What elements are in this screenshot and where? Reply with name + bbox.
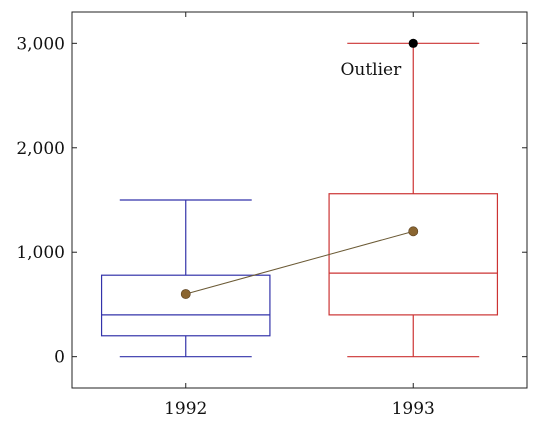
iqr-box xyxy=(100,274,271,337)
iqr-box xyxy=(328,193,499,316)
x-axis: 1992 1993 xyxy=(164,12,435,419)
y-tick-label: 1,000 xyxy=(16,243,65,263)
box-1992 xyxy=(100,199,271,358)
x-tick-label: 1992 xyxy=(164,399,207,419)
boxes-layer xyxy=(100,42,499,358)
y-tick-label: 2,000 xyxy=(16,139,65,159)
y-axis: 0 1,000 2,000 3,000 xyxy=(16,34,527,368)
mean-marker xyxy=(408,226,419,237)
plot-frame xyxy=(71,11,528,389)
mean-marker xyxy=(180,289,191,299)
outlier-annotation: Outlier xyxy=(340,60,402,80)
outliers-layer xyxy=(408,38,418,48)
y-tick-label: 3,000 xyxy=(16,34,65,54)
mean-line xyxy=(185,230,414,295)
means-layer xyxy=(180,226,419,299)
box-1993 xyxy=(328,42,499,358)
y-tick-label: 0 xyxy=(54,348,65,368)
x-tick-label: 1993 xyxy=(392,399,435,419)
outlier-point xyxy=(408,38,418,48)
